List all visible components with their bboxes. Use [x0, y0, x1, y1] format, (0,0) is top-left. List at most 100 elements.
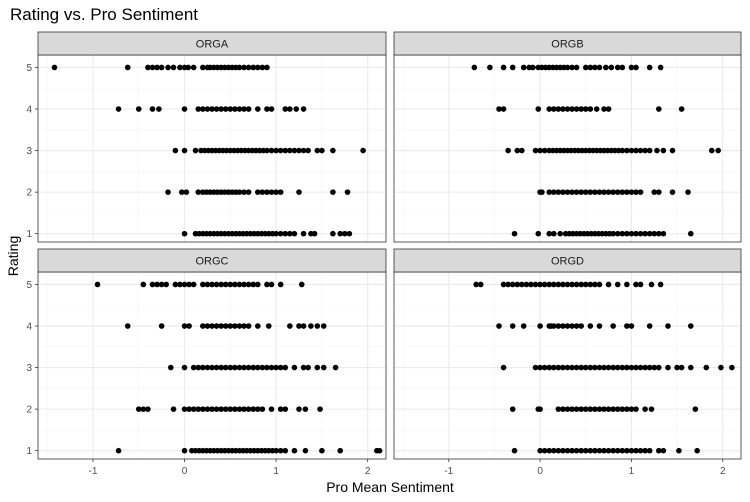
data-point: [651, 189, 658, 195]
data-point: [555, 281, 562, 288]
data-point: [610, 406, 616, 412]
data-point: [551, 106, 557, 112]
data-point: [320, 364, 327, 371]
y-tick-label: 5: [26, 280, 32, 291]
data-point: [170, 64, 177, 71]
data-point: [268, 364, 275, 371]
data-point: [715, 147, 721, 154]
data-point: [560, 106, 566, 112]
data-point: [177, 281, 183, 288]
data-point: [657, 281, 664, 288]
data-point: [624, 281, 630, 288]
facet-strip-label: ORGA: [196, 39, 229, 51]
data-point: [232, 406, 238, 412]
data-point: [500, 364, 507, 371]
data-point: [646, 447, 653, 454]
data-point: [523, 281, 530, 288]
data-point: [241, 64, 247, 71]
data-point: [305, 147, 311, 154]
data-point: [227, 281, 234, 288]
data-point: [560, 406, 566, 412]
data-point: [633, 447, 639, 454]
data-point: [236, 106, 243, 112]
data-point: [669, 189, 676, 195]
data-point: [578, 364, 584, 371]
data-point: [582, 189, 589, 195]
data-point: [551, 230, 557, 237]
data-point: [232, 281, 238, 288]
data-point: [546, 447, 553, 454]
data-point: [587, 323, 594, 329]
data-point: [578, 281, 584, 288]
data-point: [158, 281, 165, 288]
data-point: [241, 406, 247, 412]
data-point: [487, 64, 493, 71]
data-point: [614, 406, 621, 412]
data-point: [181, 406, 188, 412]
data-point: [186, 281, 192, 288]
data-point: [200, 106, 206, 112]
data-point: [473, 281, 479, 288]
data-point: [593, 106, 600, 112]
data-point: [273, 447, 279, 454]
data-point: [135, 406, 142, 412]
data-point: [319, 447, 325, 454]
data-point: [181, 106, 188, 112]
data-point: [200, 323, 206, 329]
data-point: [195, 189, 202, 195]
data-point: [614, 64, 621, 71]
data-point: [204, 364, 211, 371]
data-point: [560, 189, 566, 195]
data-point: [541, 147, 548, 154]
data-point: [181, 364, 188, 371]
data-point: [614, 447, 621, 454]
data-point: [236, 189, 243, 195]
data-point: [192, 147, 199, 154]
data-point: [209, 323, 215, 329]
data-point: [646, 147, 653, 154]
data-point: [646, 364, 653, 371]
data-point: [678, 106, 685, 112]
data-point: [660, 447, 667, 454]
data-point: [505, 147, 511, 154]
data-point: [236, 406, 243, 412]
data-point: [511, 447, 518, 454]
data-point: [245, 106, 252, 112]
data-point: [601, 406, 607, 412]
facet-strip: [37, 31, 387, 56]
y-tick-label: 3: [26, 363, 32, 374]
data-point: [619, 447, 626, 454]
data-point: [648, 406, 655, 412]
data-point: [302, 406, 309, 412]
data-point: [241, 189, 247, 195]
data-point: [555, 406, 562, 412]
data-point: [195, 406, 202, 412]
data-point: [296, 147, 302, 154]
data-point: [624, 406, 630, 412]
data-point: [170, 406, 177, 412]
data-point: [537, 406, 543, 412]
data-point: [190, 406, 197, 412]
data-point: [564, 64, 571, 71]
data-point: [245, 189, 252, 195]
data-point: [186, 406, 192, 412]
data-point: [665, 364, 671, 371]
data-point: [660, 230, 667, 237]
data-point: [528, 281, 534, 288]
data-point: [165, 64, 171, 71]
data-point: [291, 447, 298, 454]
data-point: [505, 281, 511, 288]
data-point: [514, 147, 521, 154]
data-point: [115, 447, 122, 454]
data-point: [610, 189, 616, 195]
data-point: [564, 364, 571, 371]
data-point: [181, 447, 188, 454]
data-point: [496, 323, 502, 329]
data-point: [218, 406, 224, 412]
data-point: [376, 447, 383, 454]
data-point: [273, 364, 279, 371]
data-point: [569, 64, 575, 71]
data-point: [642, 364, 648, 371]
data-point: [633, 230, 639, 237]
